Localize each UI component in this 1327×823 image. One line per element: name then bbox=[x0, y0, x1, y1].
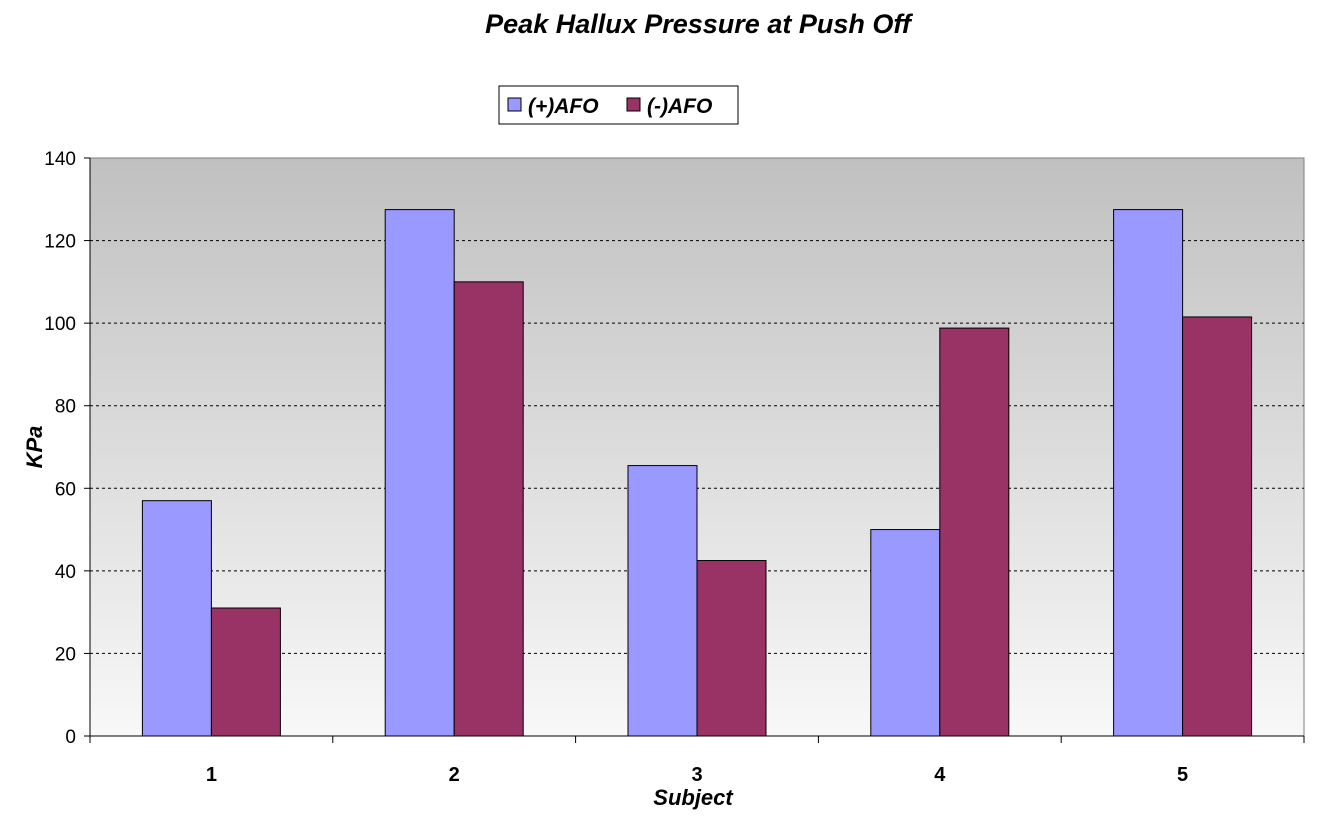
bar-minus-afo-subject-3 bbox=[696, 560, 767, 737]
bar-plus-afo-subject-2 bbox=[384, 209, 455, 737]
bar-plus-afo-subject-5 bbox=[1113, 209, 1184, 737]
bars bbox=[141, 209, 1253, 737]
bar-minus-afo-subject-2 bbox=[453, 281, 524, 737]
x-tick-label: 4 bbox=[934, 764, 946, 786]
y-tick-label: 100 bbox=[44, 314, 76, 335]
x-tick-label: 1 bbox=[206, 764, 217, 786]
legend-label-plus-afo: (+)AFO bbox=[528, 95, 599, 118]
legend-swatch-plus-afo bbox=[507, 97, 522, 112]
chart-title: Peak Hallux Pressure at Push Off bbox=[485, 9, 914, 39]
legend-label-minus-afo: (-)AFO bbox=[647, 95, 712, 118]
bar-plus-afo-subject-1 bbox=[141, 500, 212, 737]
y-tick-label: 40 bbox=[55, 562, 76, 583]
bar-minus-afo-subject-5 bbox=[1182, 316, 1253, 737]
bar-plus-afo-subject-4 bbox=[870, 529, 941, 737]
legend-swatch-minus-afo bbox=[626, 97, 641, 112]
y-tick-label: 60 bbox=[55, 479, 76, 500]
bar-plus-afo-subject-3 bbox=[627, 465, 698, 737]
y-tick-label: 140 bbox=[44, 149, 76, 170]
y-tick-label: 20 bbox=[55, 644, 76, 665]
axes: 0 20 40 60 80 100 120 140 1 2 3 4 5 bbox=[44, 149, 1305, 786]
x-tick-label: 5 bbox=[1177, 764, 1188, 786]
y-tick-label: 80 bbox=[55, 397, 76, 418]
legend-box bbox=[498, 85, 739, 125]
legend: (+)AFO (-)AFO bbox=[498, 85, 739, 125]
y-axis-label: KPa bbox=[22, 426, 47, 469]
y-tick-label: 120 bbox=[44, 232, 76, 253]
x-axis-label: Subject bbox=[653, 785, 734, 810]
x-tick-label: 3 bbox=[691, 764, 702, 786]
bar-minus-afo-subject-4 bbox=[939, 327, 1010, 737]
bar-minus-afo-subject-1 bbox=[210, 607, 281, 737]
x-tick-label: 2 bbox=[449, 764, 460, 786]
y-tick-label: 0 bbox=[65, 727, 76, 748]
